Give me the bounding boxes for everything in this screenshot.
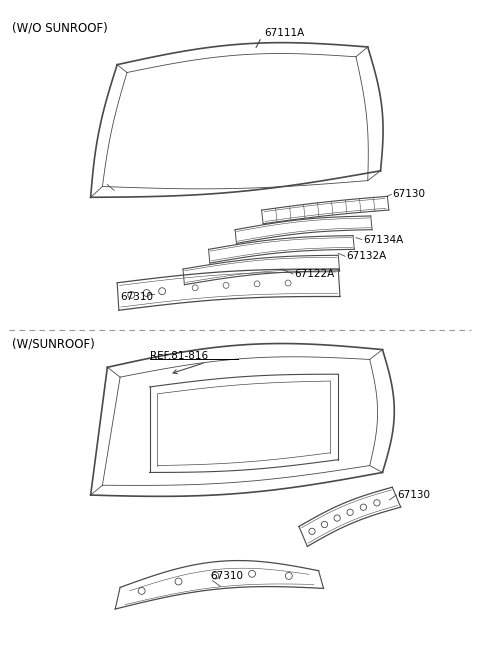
Text: 67130: 67130 — [392, 190, 425, 199]
Text: 67310: 67310 — [120, 291, 153, 302]
Text: 67132A: 67132A — [346, 251, 386, 261]
Text: (W/O SUNROOF): (W/O SUNROOF) — [12, 22, 108, 34]
Text: 67122A: 67122A — [294, 269, 334, 279]
Text: 67130: 67130 — [397, 490, 430, 500]
Text: REF.81-816: REF.81-816 — [150, 350, 208, 361]
Text: 67134A: 67134A — [363, 235, 403, 245]
Text: 67111A: 67111A — [264, 28, 305, 38]
Text: (W/SUNROOF): (W/SUNROOF) — [12, 338, 95, 351]
Text: 67310: 67310 — [211, 571, 243, 581]
